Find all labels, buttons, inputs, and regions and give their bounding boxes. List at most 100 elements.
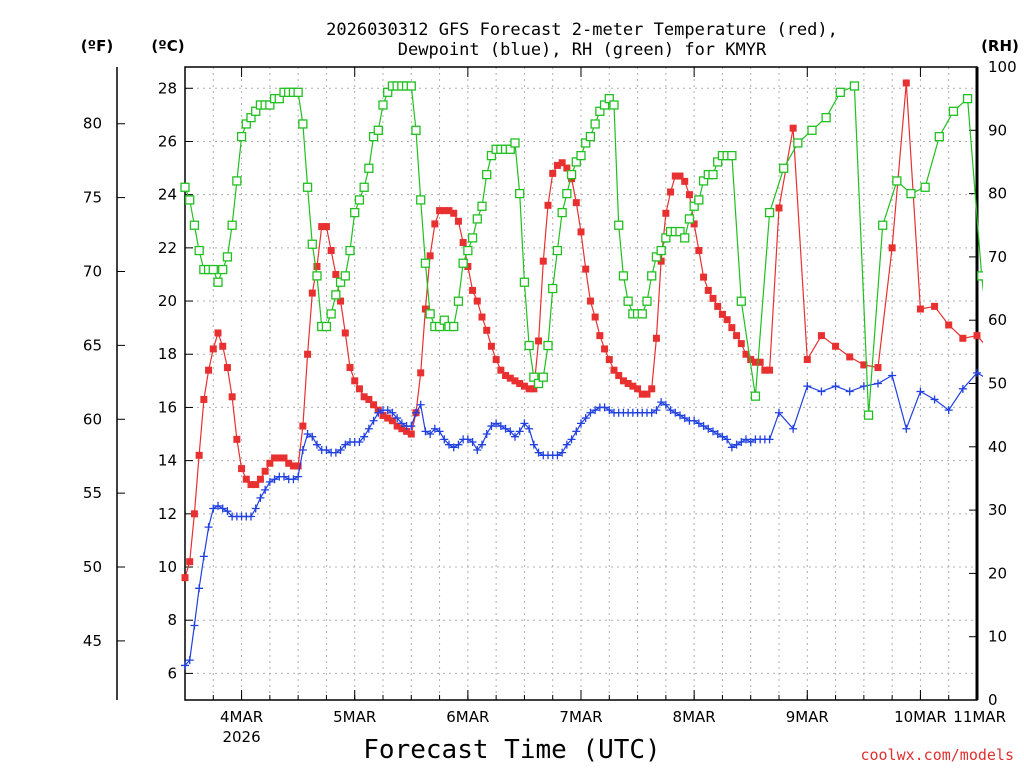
data-point (959, 334, 967, 342)
data-point (185, 656, 194, 665)
celsius-tick-label: 10 (158, 558, 177, 576)
rh-tick-label: 60 (988, 311, 1007, 329)
data-point (657, 398, 666, 407)
data-point (501, 424, 510, 433)
data-point (681, 177, 689, 185)
data-point (293, 87, 303, 97)
series-line (184, 82, 983, 578)
data-point (789, 424, 798, 433)
data-point (789, 124, 797, 132)
celsius-tick-label: 18 (158, 345, 177, 363)
data-point (519, 277, 530, 287)
x-tick-label: 11MAR (953, 708, 1006, 726)
data-point (369, 416, 378, 425)
data-point (463, 245, 473, 256)
rh-tick-label: 80 (988, 185, 1007, 203)
data-point (723, 435, 732, 444)
data-point (728, 324, 736, 332)
data-point (327, 247, 335, 255)
data-point (750, 391, 761, 401)
x-tick-label: 8MAR (673, 708, 716, 726)
data-point (459, 239, 467, 247)
x-axis-title: Forecast Time (UTC) (363, 735, 660, 765)
data-point (227, 220, 237, 230)
data-point (506, 427, 515, 436)
data-point (1020, 202, 1024, 210)
data-point (294, 462, 302, 470)
data-point (190, 621, 199, 630)
data-point (652, 334, 660, 342)
data-point (341, 329, 349, 337)
data-point (426, 430, 435, 439)
data-point (793, 138, 803, 148)
series-rh (180, 81, 1024, 420)
data-point (699, 422, 708, 431)
data-point (200, 395, 208, 403)
data-point (586, 297, 594, 305)
data-point (511, 377, 519, 385)
fahrenheit-unit-label: (ºF) (81, 37, 113, 55)
data-point (345, 245, 355, 256)
data-point (566, 169, 577, 180)
data-point (398, 425, 406, 433)
data-point (690, 220, 698, 228)
data-point (304, 350, 312, 358)
data-point (562, 188, 572, 199)
data-point (530, 385, 538, 393)
data-point (420, 258, 431, 268)
data-point (502, 372, 510, 380)
data-point (751, 358, 759, 366)
data-point (605, 356, 613, 364)
data-point (469, 286, 477, 294)
x-tick-label: 9MAR (786, 708, 829, 726)
data-point (557, 207, 567, 218)
data-point (638, 390, 646, 398)
data-point (732, 440, 741, 449)
data-point (209, 345, 217, 353)
data-point (713, 157, 723, 167)
data-point (322, 445, 331, 454)
data-point (247, 481, 255, 489)
data-point (552, 245, 563, 256)
data-point (232, 176, 242, 186)
data-point (737, 340, 745, 348)
x-tick-label: 5MAR (333, 708, 376, 726)
data-point (675, 226, 685, 237)
data-point (378, 100, 388, 110)
data-point (265, 100, 275, 110)
data-point (906, 188, 916, 199)
data-point (709, 427, 717, 436)
data-point (195, 584, 204, 593)
data-point (1016, 95, 1023, 102)
celsius-tick-label: 24 (158, 186, 177, 204)
data-point (529, 372, 539, 382)
data-point (623, 296, 633, 306)
data-point (615, 372, 623, 380)
data-point (548, 283, 558, 294)
data-point (384, 414, 392, 422)
tick-labels: 6810121416182022242628455055606570758001… (83, 58, 1017, 746)
data-point (454, 440, 463, 449)
data-point (487, 422, 496, 431)
data-point (275, 454, 283, 462)
series-dewpoint (181, 368, 983, 670)
celsius-tick-label: 14 (158, 452, 177, 470)
data-point (185, 195, 195, 205)
data-point (190, 510, 198, 518)
data-point (256, 493, 265, 502)
fahrenheit-tick-label: 55 (83, 484, 102, 502)
celsius-tick-label: 16 (158, 398, 177, 416)
data-point (610, 366, 618, 374)
data-point (359, 182, 369, 192)
data-point (214, 329, 222, 337)
celsius-tick-label: 12 (158, 505, 177, 523)
data-point (486, 150, 497, 161)
data-point (525, 424, 534, 433)
data-point (223, 507, 232, 516)
data-point (535, 337, 543, 345)
data-point (651, 252, 662, 262)
data-point (1006, 202, 1014, 210)
data-point (567, 435, 576, 444)
data-point (515, 188, 525, 199)
data-point (308, 289, 316, 297)
